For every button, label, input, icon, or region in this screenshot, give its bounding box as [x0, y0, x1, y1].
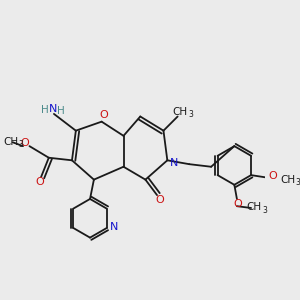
Text: N: N: [110, 222, 118, 232]
Text: 3: 3: [296, 178, 300, 187]
Text: CH: CH: [280, 175, 295, 185]
Text: H: H: [41, 105, 49, 115]
Text: 3: 3: [262, 206, 267, 214]
Text: 3: 3: [188, 110, 193, 119]
Text: CH: CH: [247, 202, 262, 212]
Text: O: O: [234, 199, 243, 208]
Text: H: H: [56, 106, 64, 116]
Text: O: O: [268, 171, 278, 182]
Text: O: O: [35, 177, 44, 187]
Text: N: N: [170, 158, 179, 168]
Text: O: O: [100, 110, 109, 120]
Text: N: N: [49, 104, 57, 114]
Text: CH: CH: [173, 107, 188, 117]
Text: O: O: [20, 138, 29, 148]
Text: 3: 3: [19, 140, 23, 149]
Text: CH: CH: [3, 137, 18, 147]
Text: O: O: [155, 195, 164, 205]
